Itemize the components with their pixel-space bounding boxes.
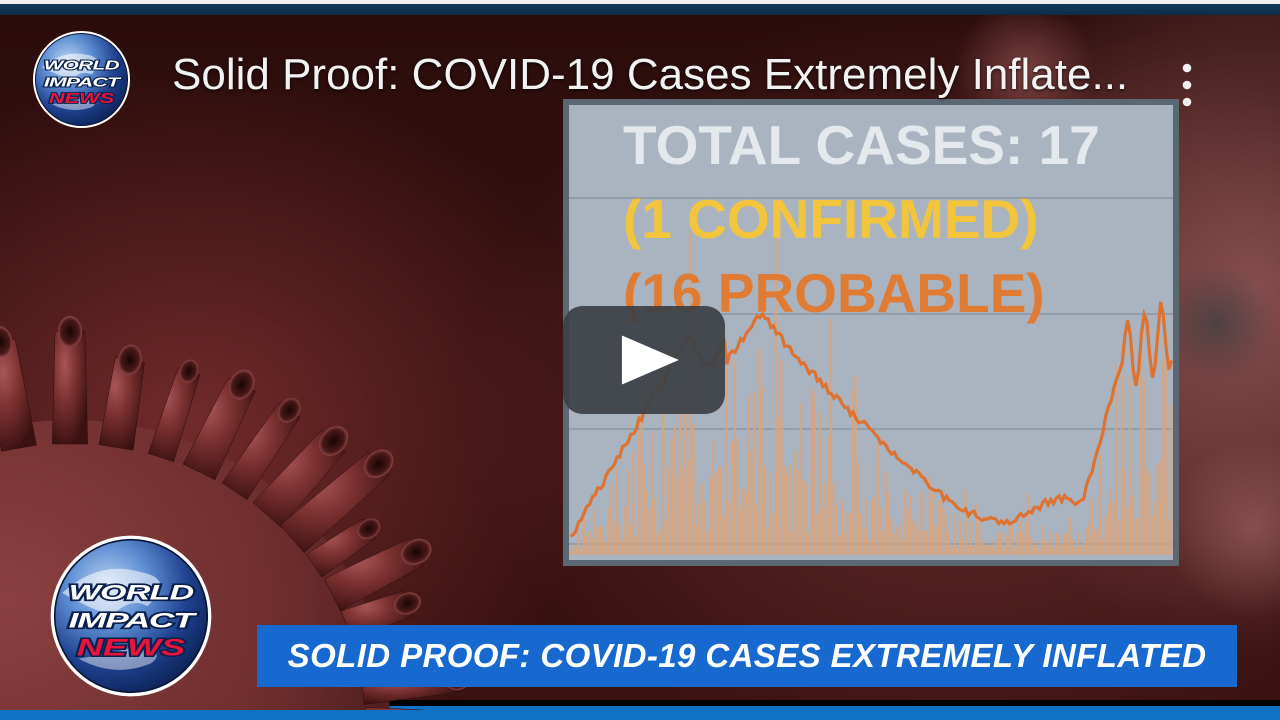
svg-text:WORLD: WORLD <box>44 58 121 73</box>
svg-text:WORLD: WORLD <box>69 580 194 605</box>
svg-text:IMPACT: IMPACT <box>69 607 198 632</box>
svg-text:IMPACT: IMPACT <box>44 74 122 89</box>
svg-text:NEWS: NEWS <box>49 91 115 107</box>
svg-text:NEWS: NEWS <box>77 634 185 661</box>
